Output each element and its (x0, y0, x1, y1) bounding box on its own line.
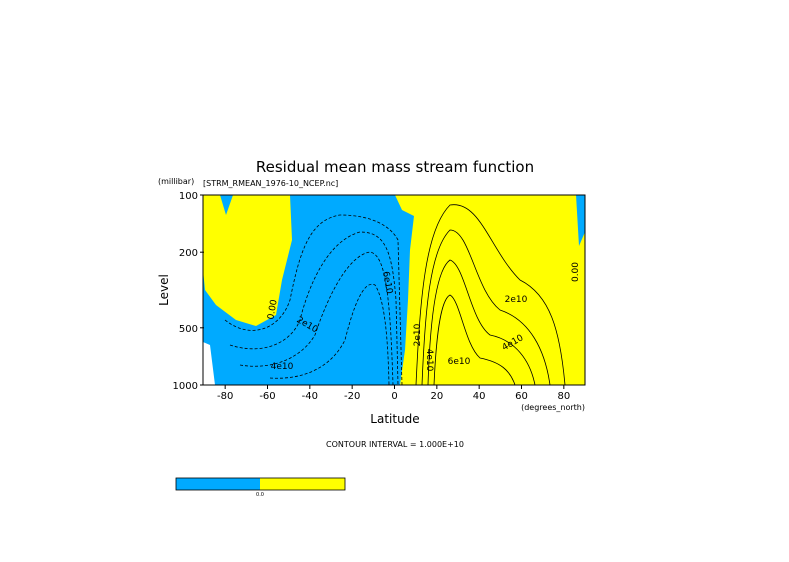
x-tick-label: 40 (473, 391, 486, 402)
y-tick-label: 100 (179, 191, 198, 202)
contour-label: 6e10 (448, 357, 471, 367)
chart-title: Residual mean mass stream function (256, 158, 534, 176)
y-axis-label: Level (157, 274, 171, 306)
contour-labels: 0.00 2e10 4e10 6e10 0.00 2e10 4e10 6e10 … (266, 262, 581, 372)
contour-label: 0.00 (571, 262, 581, 282)
contour-label: 6e10 (380, 271, 394, 295)
y-units: (millibar) (158, 177, 194, 186)
note: CONTOUR INTERVAL = 1.000E+10 (326, 440, 464, 449)
x-tick-label: 20 (430, 391, 443, 402)
y-tick-label: 500 (179, 324, 198, 335)
contour-label: 4e10 (271, 362, 294, 372)
missing-region (203, 342, 215, 385)
x-units: (degrees_north) (521, 403, 585, 412)
colorbar-label: 0.0 (256, 492, 264, 498)
y-tick-label: 1000 (173, 381, 198, 392)
x-tick-label: -80 (217, 391, 233, 402)
y-tick-label: 200 (179, 248, 198, 259)
contour-label: 0.00 (266, 299, 279, 321)
x-tick-label: 60 (515, 391, 528, 402)
contour-label: 2e10 (413, 323, 423, 346)
colorbar-frame (175, 477, 346, 491)
x-tick-label: -20 (344, 391, 360, 402)
contour-lines (224, 204, 566, 386)
positive-region (395, 195, 585, 385)
colorbar-positive (260, 478, 345, 490)
contour-label: 2e10 (505, 295, 528, 305)
x-tick-label: 0 (391, 391, 397, 402)
subtitle: [STRM_RMEAN_1976-10_NCEP.nc] (203, 179, 338, 188)
x-tick-label: -60 (259, 391, 275, 402)
x-axis-label: Latitude (370, 412, 419, 426)
contour-label: 4e10 (424, 349, 434, 372)
colorbar-negative (176, 478, 260, 490)
x-tick-label: 80 (557, 391, 570, 402)
x-tick-label: -40 (302, 391, 318, 402)
positive-region (203, 195, 292, 326)
